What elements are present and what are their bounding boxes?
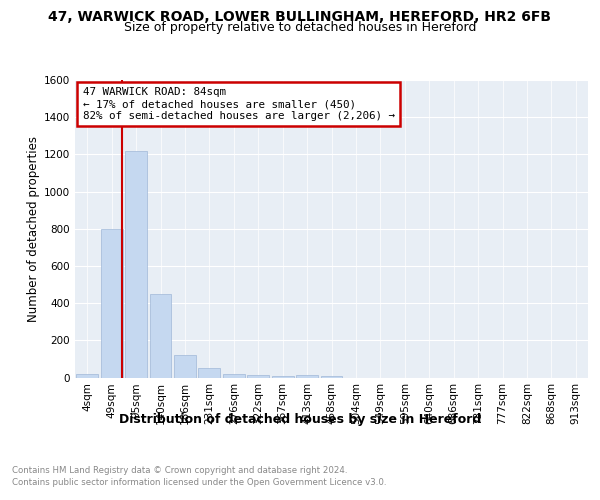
Bar: [296, 376, 318, 378]
Y-axis label: Number of detached properties: Number of detached properties: [27, 136, 40, 322]
Bar: [149, 294, 172, 378]
Bar: [76, 374, 98, 378]
Text: 47, WARWICK ROAD, LOWER BULLINGHAM, HEREFORD, HR2 6FB: 47, WARWICK ROAD, LOWER BULLINGHAM, HERE…: [49, 10, 551, 24]
Bar: [272, 376, 293, 378]
Bar: [125, 150, 147, 378]
Text: 47 WARWICK ROAD: 84sqm
← 17% of detached houses are smaller (450)
82% of semi-de: 47 WARWICK ROAD: 84sqm ← 17% of detached…: [83, 88, 395, 120]
Text: Contains public sector information licensed under the Open Government Licence v3: Contains public sector information licen…: [12, 478, 386, 487]
Bar: [223, 374, 245, 378]
Text: Contains HM Land Registry data © Crown copyright and database right 2024.: Contains HM Land Registry data © Crown c…: [12, 466, 347, 475]
Bar: [101, 229, 122, 378]
Text: Size of property relative to detached houses in Hereford: Size of property relative to detached ho…: [124, 21, 476, 34]
Bar: [199, 368, 220, 378]
Bar: [320, 376, 343, 378]
Bar: [174, 355, 196, 378]
Bar: [247, 376, 269, 378]
Text: Distribution of detached houses by size in Hereford: Distribution of detached houses by size …: [119, 412, 481, 426]
